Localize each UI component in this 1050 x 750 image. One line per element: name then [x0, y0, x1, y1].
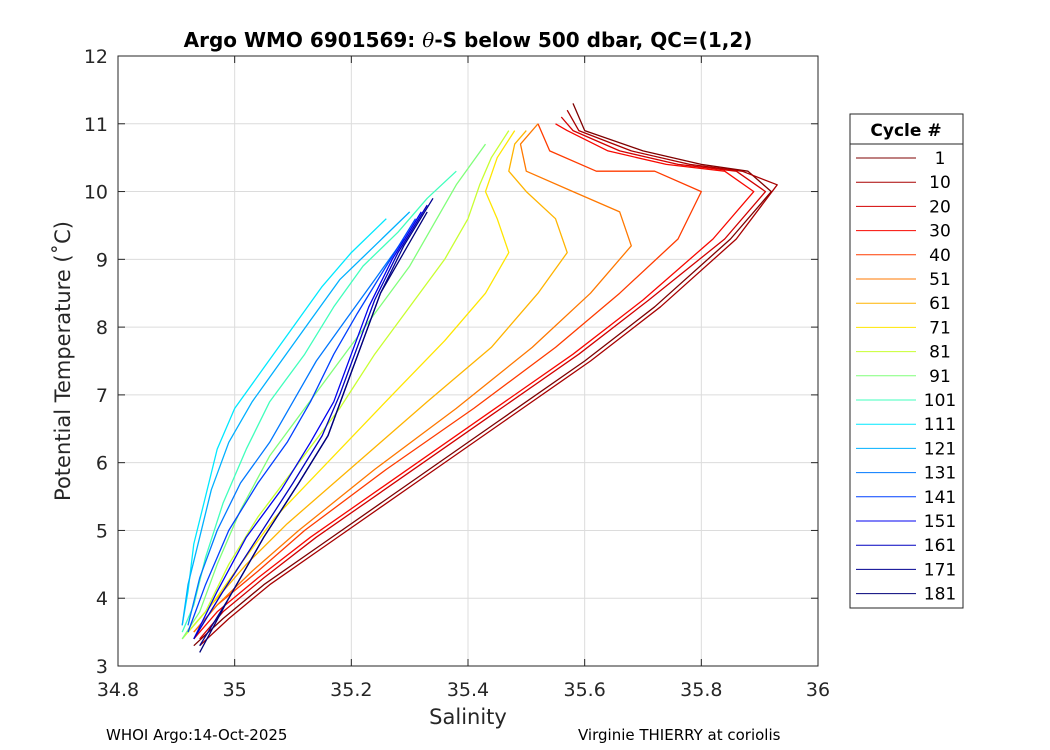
y-axis-label: Potential Temperature (˚C) — [51, 221, 75, 501]
series-line-cycle-51 — [193, 123, 632, 633]
series-group — [181, 103, 778, 653]
series-line-cycle-121 — [181, 211, 411, 626]
series-line-cycle-40 — [193, 123, 702, 633]
legend-label-81: 81 — [929, 343, 951, 363]
legend-label-51: 51 — [929, 270, 951, 290]
series-line-cycle-81 — [181, 130, 510, 640]
legend-label-171: 171 — [924, 560, 956, 580]
x-tick-label: 35 — [223, 679, 247, 701]
legend-label-10: 10 — [929, 173, 951, 193]
legend-label-111: 111 — [924, 415, 956, 435]
x-tick-label: 35.8 — [680, 679, 722, 701]
legend-label-30: 30 — [929, 222, 951, 242]
y-tick-label: 4 — [96, 588, 108, 610]
legend-label-161: 161 — [924, 536, 956, 556]
y-tick-label: 8 — [96, 317, 108, 339]
legend-label-20: 20 — [929, 197, 951, 217]
series-line-cycle-20 — [199, 116, 767, 640]
series-line-cycle-91 — [181, 143, 487, 640]
legend: Cycle # 1 10 20 30 40 51 61 71 81 91 101 111 121 131 1… — [849, 113, 964, 609]
legend-label-1: 1 — [935, 149, 946, 169]
x-tick-label: 36 — [806, 679, 830, 701]
x-axis-label: Salinity — [429, 705, 507, 729]
x-tick-label: 35.2 — [330, 679, 372, 701]
legend-label-91: 91 — [929, 367, 951, 387]
legend-box — [849, 113, 964, 609]
series-line-cycle-181 — [199, 211, 428, 653]
legend-label-61: 61 — [929, 294, 951, 314]
x-tick-label: 34.8 — [97, 679, 139, 701]
series-line-cycle-101 — [181, 170, 457, 633]
y-tick-label: 7 — [96, 385, 108, 407]
series-line-cycle-131 — [187, 238, 405, 626]
series-line-cycle-161 — [193, 204, 428, 640]
x-tick-label: 35.4 — [447, 679, 489, 701]
axis-ticks: 34.8 35 35.2 35.4 35.6 35.8 36 3 4 5 6 7 8 9 10 11 12 — [84, 46, 830, 701]
legend-label-151: 151 — [924, 512, 956, 532]
series-line-cycle-1 — [193, 103, 772, 647]
legend-label-40: 40 — [929, 246, 951, 266]
y-tick-label: 5 — [96, 520, 108, 542]
series-line-cycle-30 — [193, 123, 755, 640]
y-tick-label: 10 — [84, 182, 108, 204]
series-line-cycle-61 — [187, 130, 568, 633]
legend-label-71: 71 — [929, 318, 951, 338]
legend-label-121: 121 — [924, 439, 956, 459]
series-line-cycle-151 — [193, 211, 422, 640]
legend-label-141: 141 — [924, 488, 956, 508]
series-line-cycle-111 — [181, 218, 387, 626]
series-line-cycle-10 — [199, 109, 778, 647]
legend-title: Cycle # — [870, 121, 941, 141]
y-tick-label: 12 — [84, 46, 108, 68]
legend-label-131: 131 — [924, 464, 956, 484]
y-tick-label: 9 — [96, 249, 108, 271]
y-tick-label: 6 — [96, 453, 108, 475]
y-tick-label: 3 — [96, 656, 108, 678]
chart-title: Argo WMO 6901569: θ-S below 500 dbar, QC… — [184, 28, 753, 52]
series-line-cycle-141 — [187, 218, 417, 633]
legend-label-181: 181 — [924, 585, 956, 605]
legend-label-101: 101 — [924, 391, 956, 411]
footer-source: WHOI Argo:14-Oct-2025 — [106, 726, 288, 744]
y-tick-label: 11 — [84, 114, 108, 136]
footer-author: Virginie THIERRY at coriolis — [578, 726, 781, 744]
x-tick-label: 35.6 — [564, 679, 606, 701]
